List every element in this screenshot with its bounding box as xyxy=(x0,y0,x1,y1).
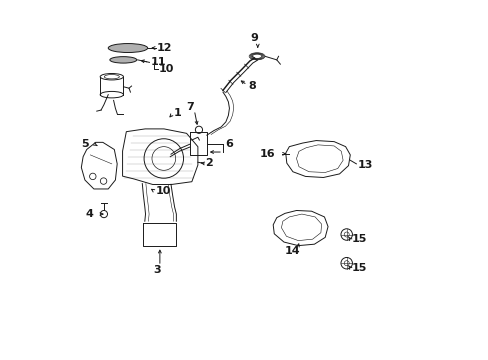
Text: 10: 10 xyxy=(159,64,174,74)
Text: 7: 7 xyxy=(186,102,193,112)
Text: 6: 6 xyxy=(224,139,232,149)
Text: 10: 10 xyxy=(156,186,171,197)
Text: 2: 2 xyxy=(205,158,213,168)
Text: 15: 15 xyxy=(351,234,366,244)
Ellipse shape xyxy=(110,57,137,63)
Text: 1: 1 xyxy=(174,108,181,118)
Text: 5: 5 xyxy=(81,139,89,149)
Text: 14: 14 xyxy=(285,246,300,256)
Text: 3: 3 xyxy=(153,265,160,275)
Text: 11: 11 xyxy=(150,57,166,67)
Text: 9: 9 xyxy=(250,33,258,43)
Text: 4: 4 xyxy=(85,209,93,219)
Ellipse shape xyxy=(108,44,147,53)
Text: 12: 12 xyxy=(157,43,172,53)
Text: 8: 8 xyxy=(248,81,256,91)
Text: 16: 16 xyxy=(259,149,274,159)
Text: 15: 15 xyxy=(351,263,366,273)
Text: 13: 13 xyxy=(357,159,372,170)
